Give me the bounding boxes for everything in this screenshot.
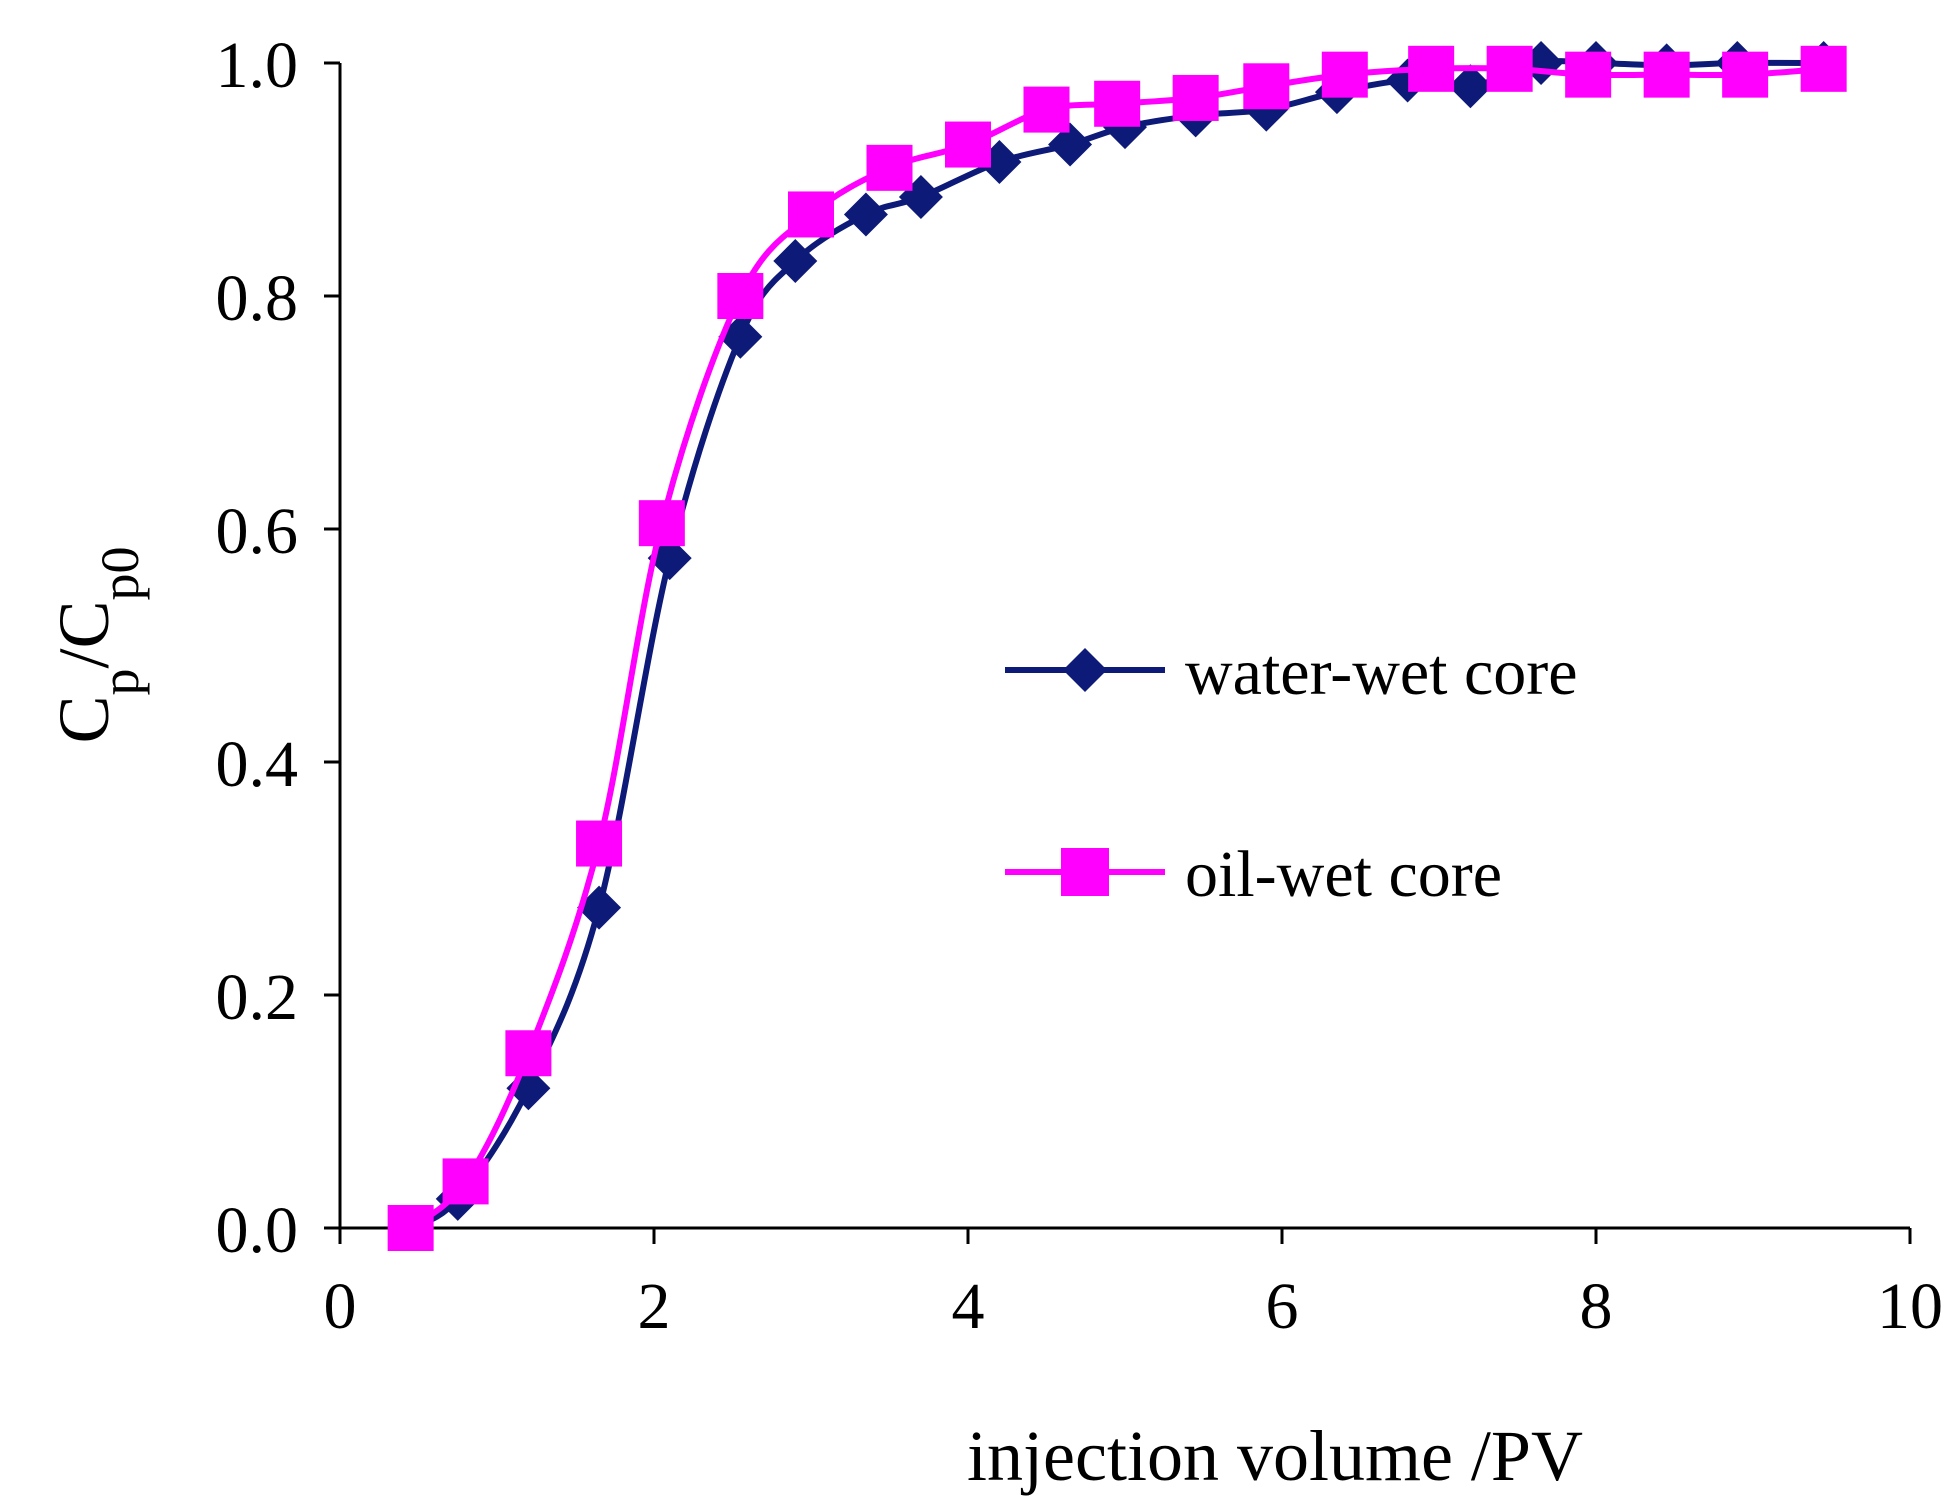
legend-marker-diamond — [1063, 648, 1107, 692]
data-point-oil-wet-core — [442, 1158, 489, 1205]
data-point-oil-wet-core — [1094, 80, 1141, 127]
data-point-oil-wet-core — [1321, 51, 1368, 98]
y-axis-title: Cp/Cp0 — [44, 546, 150, 743]
data-point-oil-wet-core — [1023, 86, 1070, 133]
series-line-oil-wet-core — [408, 65, 1824, 1231]
y-tick-label: 0.8 — [216, 262, 299, 335]
y-axis-title-slash: /C — [44, 600, 124, 668]
y-axis-title-sub1: p — [90, 669, 150, 696]
data-point-oil-wet-core — [1565, 51, 1612, 98]
data-point-oil-wet-core — [1172, 74, 1219, 121]
data-point-oil-wet-core — [576, 820, 623, 867]
data-point-water-wet-core — [1048, 122, 1093, 167]
x-tick-label: 8 — [1580, 1270, 1613, 1343]
data-point-oil-wet-core — [1408, 45, 1455, 92]
series-oil-wet-core — [387, 45, 1847, 1251]
data-point-water-wet-core — [843, 192, 888, 237]
tick-labels: 0 2 4 6 8 10 0.0 0.2 0.4 0.6 0.8 1.0 — [216, 29, 1944, 1343]
data-point-water-wet-core — [577, 885, 622, 930]
data-point-oil-wet-core — [638, 500, 685, 547]
y-tick-label: 0.0 — [216, 1194, 299, 1267]
data-point-oil-wet-core — [945, 121, 991, 168]
legend-label-water-wet: water-wet core — [1185, 636, 1578, 709]
y-tick-label: 0.2 — [216, 961, 299, 1034]
legend: water-wet core oil-wet core — [1005, 636, 1578, 911]
y-axis-title-main: C — [44, 696, 124, 744]
y-tick-label: 0.6 — [216, 495, 299, 568]
legend-label-oil-wet: oil-wet core — [1185, 838, 1502, 911]
legend-item-water-wet: water-wet core — [1005, 636, 1578, 709]
series-layer — [387, 41, 1847, 1251]
y-tick-label: 0.4 — [216, 728, 299, 801]
x-tick-label: 6 — [1266, 1270, 1299, 1343]
data-point-oil-wet-core — [1800, 45, 1847, 92]
series-water-wet-core — [388, 41, 1846, 1250]
data-point-oil-wet-core — [866, 144, 913, 191]
data-point-oil-wet-core — [505, 1030, 552, 1077]
data-point-oil-wet-core — [1722, 51, 1769, 98]
data-point-oil-wet-core — [788, 191, 834, 238]
data-point-oil-wet-core — [717, 273, 764, 319]
data-point-oil-wet-core — [1243, 63, 1290, 110]
y-tick-label: 1.0 — [216, 29, 299, 102]
data-point-oil-wet-core — [1643, 51, 1690, 98]
y-axis-title-sub2: p0 — [90, 546, 150, 600]
data-point-oil-wet-core — [387, 1205, 434, 1251]
x-tick-label: 0 — [324, 1270, 357, 1343]
x-tick-label: 4 — [952, 1270, 985, 1343]
data-point-water-wet-core — [1448, 64, 1493, 109]
x-tick-label: 2 — [638, 1270, 671, 1343]
x-axis-title: injection volume /PV — [967, 1416, 1583, 1496]
legend-marker-square — [1061, 848, 1109, 896]
series-line-water-wet-core — [409, 58, 1824, 1231]
data-point-water-wet-core — [773, 239, 818, 284]
ticks — [324, 61, 1912, 1244]
data-point-oil-wet-core — [1486, 45, 1533, 92]
legend-item-oil-wet: oil-wet core — [1005, 838, 1502, 911]
axes — [338, 63, 1910, 1230]
x-tick-label: 10 — [1877, 1270, 1943, 1343]
